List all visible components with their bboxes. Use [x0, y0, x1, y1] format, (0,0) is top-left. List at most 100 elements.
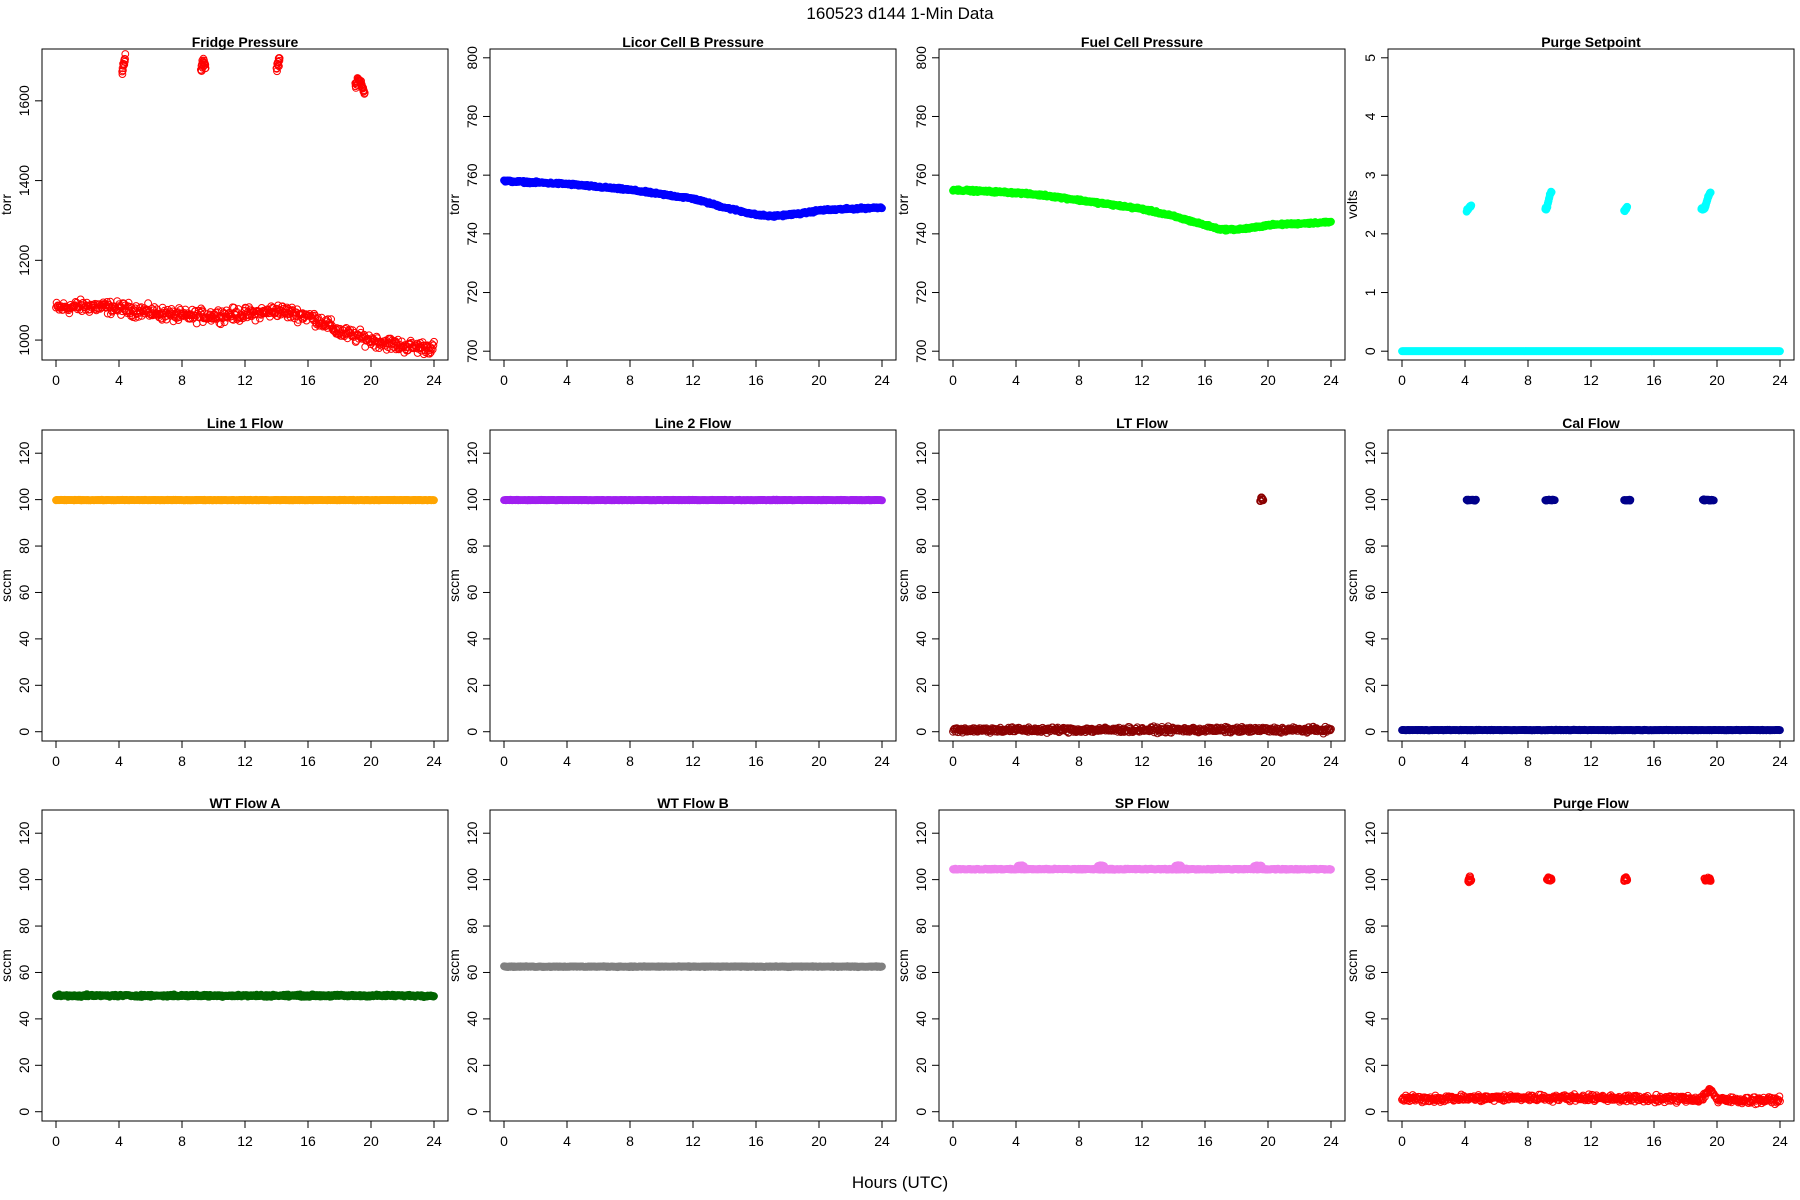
data-point	[428, 340, 437, 349]
x-axis: 0 4 8 12 16 20 24	[500, 741, 890, 769]
plot-frame	[938, 48, 1346, 361]
y-axis-label: sccm	[446, 569, 462, 602]
plot-frame	[41, 429, 449, 742]
x-tick-label: 4	[115, 372, 123, 388]
y-tick-label: 80	[913, 538, 929, 554]
panel-title: Fridge Pressure	[192, 34, 299, 50]
x-tick-label: 16	[748, 753, 764, 769]
x-tick-label: 24	[874, 372, 890, 388]
data-point	[420, 350, 428, 359]
data-point	[360, 89, 369, 97]
panel-title: Cal Flow	[1562, 415, 1620, 431]
y-tick-label: 720	[913, 281, 929, 305]
y-tick-label: 80	[16, 538, 32, 554]
data-point	[201, 61, 210, 69]
data-point	[878, 204, 886, 213]
data-point	[429, 341, 438, 350]
data-point	[251, 316, 260, 325]
x-tick-label: 12	[685, 372, 701, 388]
y-tick-label: 20	[913, 677, 929, 693]
x-tick-label: 4	[1012, 753, 1020, 769]
x-tick-label: 8	[1075, 372, 1083, 388]
data-point	[198, 306, 207, 315]
y-tick-label: 1	[1362, 288, 1378, 296]
data-point	[122, 307, 130, 316]
x-axis: 0 4 8 12 16 20 24	[500, 360, 890, 388]
y-axis-label: sccm	[895, 569, 911, 602]
data-point	[1327, 217, 1335, 226]
y-axis-label: torr	[446, 194, 462, 215]
x-tick-label: 8	[1524, 372, 1532, 388]
data-point	[356, 325, 365, 334]
x-tick-label: 0	[1398, 372, 1406, 388]
data-point	[428, 345, 437, 354]
y-tick-label: 60	[913, 584, 929, 600]
x-tick-label: 12	[237, 753, 253, 769]
data-points	[52, 495, 438, 505]
x-tick-label: 24	[1772, 372, 1788, 388]
x-axis: 0 4 8 12 16 20 24	[52, 360, 442, 388]
y-axis-label: volts	[1344, 190, 1360, 219]
x-tick-label: 16	[1197, 372, 1213, 388]
x-tick-label: 12	[1134, 372, 1150, 388]
panel-title: Fuel Cell Pressure	[1081, 34, 1203, 50]
x-tick-label: 20	[811, 753, 827, 769]
plot-frame	[489, 429, 897, 742]
data-point	[121, 50, 130, 58]
data-point	[1467, 201, 1476, 210]
data-point	[430, 337, 438, 346]
y-tick-label: 740	[913, 222, 929, 246]
panel-title: Line 1 Flow	[207, 415, 283, 431]
x-tick-label: 12	[1134, 753, 1150, 769]
x-tick-label: 20	[363, 753, 379, 769]
y-tick-label: 120	[464, 441, 480, 465]
data-point	[275, 62, 283, 71]
data-point	[127, 303, 136, 312]
x-tick-label: 16	[300, 372, 316, 388]
data-points	[52, 50, 438, 359]
panel-title: LT Flow	[1116, 415, 1168, 431]
data-point	[400, 348, 409, 357]
data-point	[293, 305, 302, 314]
x-tick-label: 0	[52, 753, 60, 769]
y-tick-label: 1000	[16, 324, 32, 355]
y-tick-label: 20	[464, 677, 480, 693]
data-point	[118, 67, 127, 76]
x-tick-label: 20	[1260, 753, 1276, 769]
y-tick-label: 60	[464, 584, 480, 600]
x-tick-label: 0	[949, 372, 957, 388]
data-point	[273, 67, 281, 76]
y-tick-label: 100	[464, 488, 480, 512]
x-tick-label: 24	[426, 753, 442, 769]
data-point	[201, 64, 210, 72]
data-point	[275, 56, 284, 65]
x-tick-label: 4	[115, 753, 123, 769]
data-point	[1706, 188, 1715, 197]
x-tick-label: 20	[1709, 372, 1725, 388]
x-tick-label: 16	[300, 753, 316, 769]
data-point	[274, 301, 283, 310]
x-axis: 0 4 8 12 16 20 24	[1398, 360, 1788, 388]
y-tick-label: 0	[464, 728, 480, 736]
y-tick-label: 100	[16, 488, 32, 512]
data-point	[327, 315, 336, 324]
y-tick-label: 700	[913, 339, 929, 363]
y-tick-label: 740	[464, 222, 480, 246]
plot-frame	[1387, 48, 1795, 361]
panel-title: Line 2 Flow	[655, 415, 731, 431]
x-tick-label: 12	[685, 753, 701, 769]
x-tick-label: 12	[237, 372, 253, 388]
y-tick-label: 0	[1362, 347, 1378, 355]
x-tick-label: 24	[874, 753, 890, 769]
data-point	[118, 70, 127, 78]
x-tick-label: 8	[1075, 753, 1083, 769]
data-point	[163, 305, 172, 314]
data-point	[319, 322, 327, 331]
